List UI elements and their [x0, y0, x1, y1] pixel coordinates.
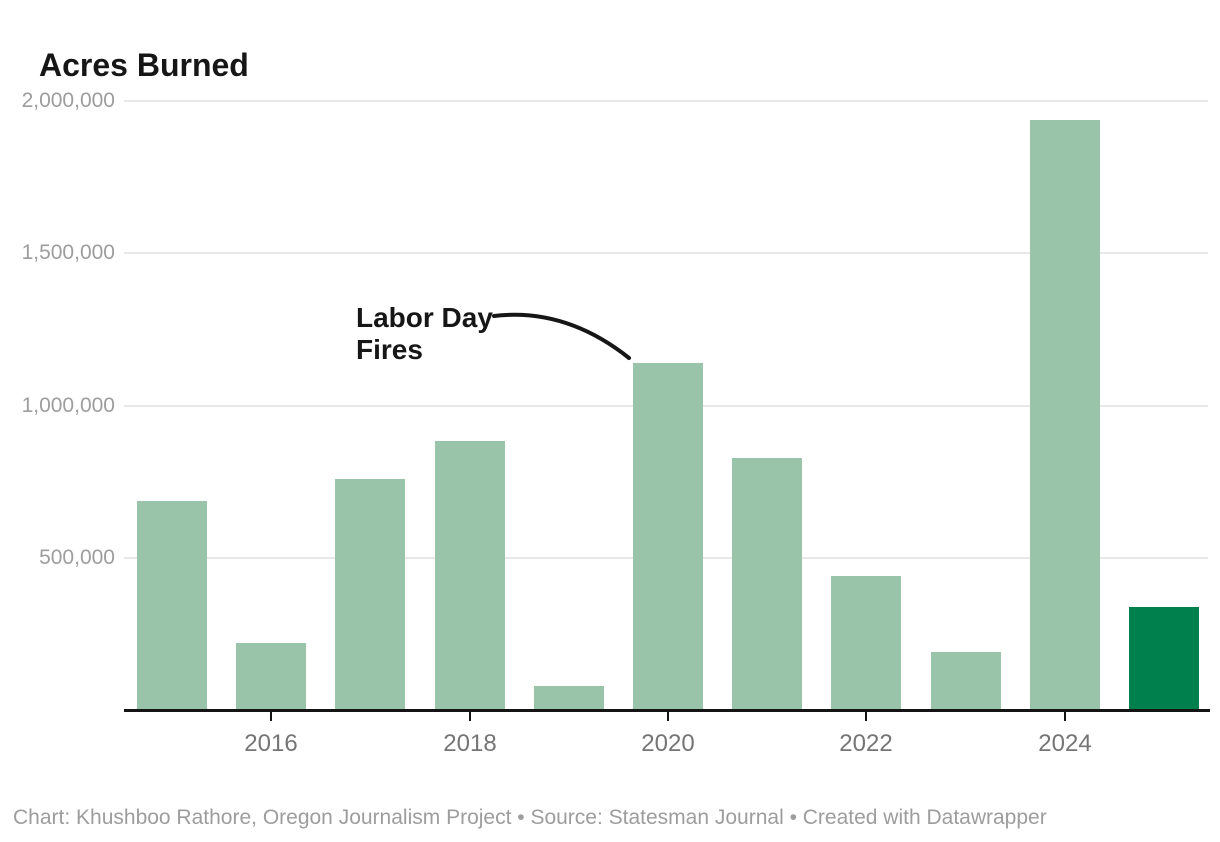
x-axis-tick — [667, 712, 669, 721]
bar-2020[interactable] — [633, 363, 703, 710]
annotation-line-2: Fires — [356, 334, 423, 365]
bar-2021[interactable] — [732, 458, 802, 710]
attribution-footer: Chart: Khushboo Rathore, Oregon Journali… — [13, 806, 1047, 829]
y-axis-label: 1,500,000 — [21, 241, 115, 265]
x-axis-tick — [865, 712, 867, 721]
y-gridline — [124, 100, 1208, 102]
x-axis-label: 2018 — [443, 730, 497, 757]
x-axis-tick — [469, 712, 471, 721]
y-axis-label: 500,000 — [39, 545, 115, 569]
chart-title: Acres Burned — [39, 47, 249, 83]
x-axis-label: 2020 — [641, 730, 695, 757]
bar-2016[interactable] — [236, 643, 306, 710]
annotation-line-1: Labor Day — [356, 302, 493, 333]
annotation-labor-day-fires: Labor Day Fires — [356, 302, 493, 366]
y-gridline — [124, 252, 1208, 255]
x-axis-line — [124, 709, 1210, 712]
bar-2018[interactable] — [435, 441, 505, 710]
x-axis-tick — [1064, 712, 1066, 721]
x-axis-label: 2022 — [839, 730, 893, 757]
bar-2019[interactable] — [534, 686, 604, 710]
bar-2023[interactable] — [931, 652, 1001, 710]
bar-2025[interactable] — [1129, 607, 1199, 710]
y-axis-label: 2,000,000 — [21, 89, 115, 112]
x-axis-label: 2024 — [1038, 730, 1092, 757]
bar-2022[interactable] — [831, 576, 901, 710]
y-axis-label: 1,000,000 — [21, 393, 115, 417]
bar-2015[interactable] — [137, 501, 207, 710]
x-axis-tick — [270, 712, 272, 721]
bar-2017[interactable] — [335, 479, 405, 710]
bar-2024[interactable] — [1030, 120, 1100, 710]
x-axis-label: 2016 — [244, 730, 298, 757]
